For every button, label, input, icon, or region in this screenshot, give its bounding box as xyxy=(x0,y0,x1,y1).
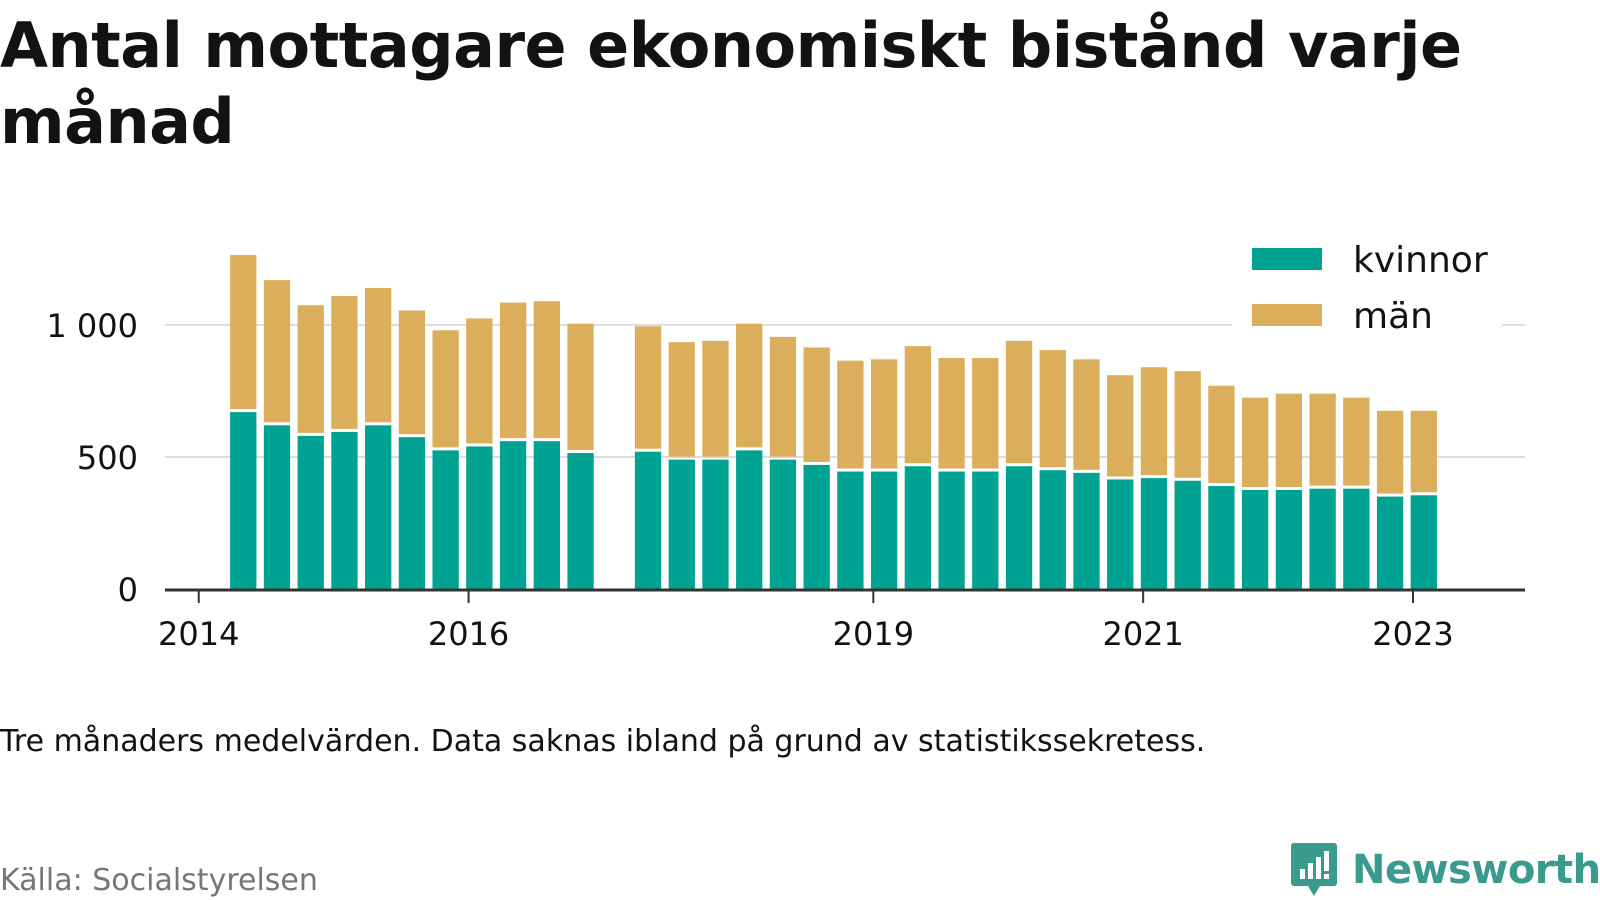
bar-man xyxy=(1107,375,1134,477)
bar-kvinnor xyxy=(466,446,493,589)
bar-man xyxy=(803,347,830,462)
bar-man xyxy=(870,359,898,469)
y-axis-ticks: 0 500 1 000 xyxy=(46,307,138,609)
bar-kvinnor xyxy=(432,450,459,589)
bar-man xyxy=(533,301,560,439)
bar-kvinnor xyxy=(837,471,864,589)
bar-man xyxy=(1005,340,1033,464)
bar-kvinnor xyxy=(1208,486,1235,589)
bar-kvinnor xyxy=(1410,495,1437,589)
source-credit: Källa: Socialstyrelsen xyxy=(0,863,318,898)
bar-kvinnor xyxy=(769,459,797,589)
legend-swatch-kvinnor xyxy=(1252,248,1322,270)
newsworthy-logo-icon xyxy=(1291,843,1337,896)
bar-man xyxy=(1208,385,1235,484)
bar-man xyxy=(1073,359,1100,470)
bar-man xyxy=(1242,397,1269,487)
bar-kvinnor xyxy=(331,431,358,589)
bar-man xyxy=(769,336,797,457)
bar-man xyxy=(1275,393,1303,487)
bar-man xyxy=(567,323,594,451)
bar-kvinnor xyxy=(297,435,324,589)
legend: kvinnor män xyxy=(1232,238,1502,338)
bar-man xyxy=(432,330,459,448)
x-axis-ticks: 2014 2016 2019 2021 2023 xyxy=(158,590,1454,653)
bar-kvinnor xyxy=(1073,472,1100,589)
bar-man xyxy=(1376,410,1404,494)
bar-kvinnor xyxy=(1039,470,1066,589)
bar-kvinnor xyxy=(1140,478,1168,589)
x-tick-label: 2016 xyxy=(428,615,509,653)
bar-kvinnor xyxy=(634,451,662,589)
bar-man xyxy=(1039,350,1066,468)
bar-kvinnor xyxy=(972,471,999,589)
brand-name: Newsworthy xyxy=(1352,847,1600,893)
bar-man xyxy=(1410,410,1437,493)
bar-man xyxy=(230,255,257,410)
x-tick-label: 2023 xyxy=(1372,615,1453,653)
legend-label-man: män xyxy=(1353,296,1433,337)
bar-kvinnor xyxy=(870,471,898,589)
brand: Newsworthy xyxy=(1290,840,1600,900)
bar-man xyxy=(1174,371,1201,478)
bar-man xyxy=(1140,367,1168,476)
bar-man xyxy=(938,358,965,469)
bar-kvinnor xyxy=(1343,488,1370,589)
chart-note: Tre månaders medelvärden. Data saknas ib… xyxy=(0,724,1206,759)
x-tick-label: 2021 xyxy=(1102,615,1183,653)
bar-kvinnor xyxy=(1005,466,1033,589)
bar-kvinnor xyxy=(904,466,932,589)
bar-kvinnor xyxy=(1107,479,1134,589)
bar-man xyxy=(466,318,493,444)
y-tick-label: 500 xyxy=(77,439,138,477)
bar-man xyxy=(837,360,864,469)
bar-kvinnor xyxy=(702,459,729,589)
bar-man xyxy=(972,358,999,469)
bar-kvinnor xyxy=(365,425,392,589)
legend-swatch-man xyxy=(1252,304,1322,326)
legend-label-kvinnor: kvinnor xyxy=(1353,240,1488,281)
bar-kvinnor xyxy=(803,464,830,589)
bar-man xyxy=(904,346,932,464)
y-tick-label: 0 xyxy=(118,571,138,609)
bar-kvinnor xyxy=(567,453,594,589)
bar-man xyxy=(263,280,291,423)
bar-kvinnor xyxy=(736,450,763,589)
y-tick-label: 1 000 xyxy=(46,307,138,345)
bar-man xyxy=(668,342,695,457)
x-tick-label: 2014 xyxy=(158,615,239,653)
bar-man xyxy=(1343,397,1370,486)
bar-kvinnor xyxy=(1174,480,1201,589)
bar-man xyxy=(499,302,527,439)
bar-kvinnor xyxy=(533,441,560,589)
bar-man xyxy=(297,305,324,433)
bar-kvinnor xyxy=(230,412,257,589)
bar-man xyxy=(634,326,662,449)
bar-kvinnor xyxy=(668,459,695,589)
bar-man xyxy=(702,340,729,457)
bar-kvinnor xyxy=(938,471,965,589)
bars xyxy=(230,255,1437,589)
bar-man xyxy=(736,323,763,448)
bar-kvinnor xyxy=(398,437,426,589)
bar-kvinnor xyxy=(1309,488,1336,589)
bar-man xyxy=(365,288,392,423)
bar-man xyxy=(398,310,426,435)
x-tick-label: 2019 xyxy=(833,615,914,653)
bar-kvinnor xyxy=(499,441,527,589)
bar-man xyxy=(331,295,358,429)
bar-kvinnor xyxy=(1376,496,1404,589)
bar-kvinnor xyxy=(1242,490,1269,589)
bar-man xyxy=(1309,393,1336,486)
bar-kvinnor xyxy=(1275,490,1303,589)
chart-title: Antal mottagare ekonomiskt bistånd varje… xyxy=(0,9,1462,158)
bar-kvinnor xyxy=(263,425,291,589)
